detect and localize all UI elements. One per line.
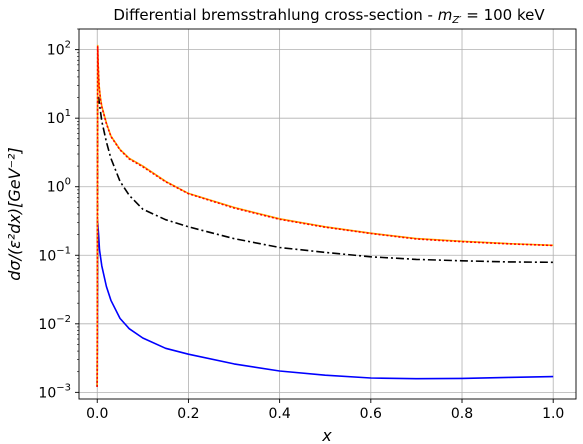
x-tick-label: 0.4 [268, 406, 290, 422]
axis-ticks: 0.0 0.2 0.4 0.6 0.8 1.0 10−3 10−2 10−1 100 101 102 [38, 28, 564, 422]
chart-title: Differential bremsstrahlung cross-sectio… [113, 6, 545, 26]
x-tick-label: 0.2 [177, 406, 199, 422]
series-line-3 [96, 44, 554, 387]
x-axis-label: x [321, 426, 332, 444]
y-axis-label: dσ/(ε²dx)[GeV⁻²] [5, 147, 24, 280]
y-tick-label: 100 [47, 177, 71, 196]
plot-lines [96, 44, 554, 387]
series-line-2 [96, 96, 554, 387]
x-tick-label: 0.0 [86, 406, 108, 422]
grid [79, 29, 576, 399]
y-tick-label: 102 [47, 40, 71, 59]
series-line-4 [96, 45, 554, 387]
x-tick-label: 0.8 [451, 406, 473, 422]
x-tick-label: 1.0 [542, 406, 564, 422]
series-line-1 [96, 221, 554, 387]
y-tick-label: 10−2 [38, 314, 71, 333]
y-tick-label: 10−1 [38, 245, 71, 264]
x-tick-label: 0.6 [360, 406, 382, 422]
y-tick-label: 10−3 [38, 382, 71, 401]
y-tick-label: 101 [47, 108, 71, 127]
